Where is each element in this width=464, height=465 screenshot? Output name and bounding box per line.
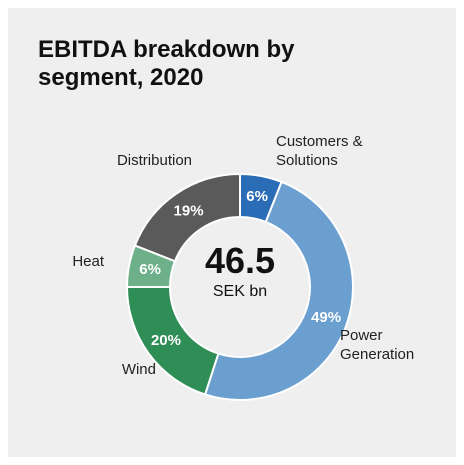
chart-title: EBITDA breakdown by segment, 2020 xyxy=(38,36,295,91)
center-label: SEK bn xyxy=(212,283,268,300)
segment-label: Customers & Solutions xyxy=(276,133,363,169)
segment-label: Distribution xyxy=(116,152,192,169)
data-label: 6% xyxy=(246,188,268,205)
data-label: 20% xyxy=(151,332,181,349)
donut-segment xyxy=(133,172,241,263)
donut-segment xyxy=(203,180,354,401)
segment-label: Heat xyxy=(72,253,104,270)
data-label: 19% xyxy=(174,202,204,219)
segment-label: Wind xyxy=(121,361,156,378)
data-label: 49% xyxy=(311,309,341,326)
center-value: 46.5 xyxy=(204,240,276,281)
segment-label: Power Generation xyxy=(340,327,415,363)
data-label: 6% xyxy=(139,261,161,278)
